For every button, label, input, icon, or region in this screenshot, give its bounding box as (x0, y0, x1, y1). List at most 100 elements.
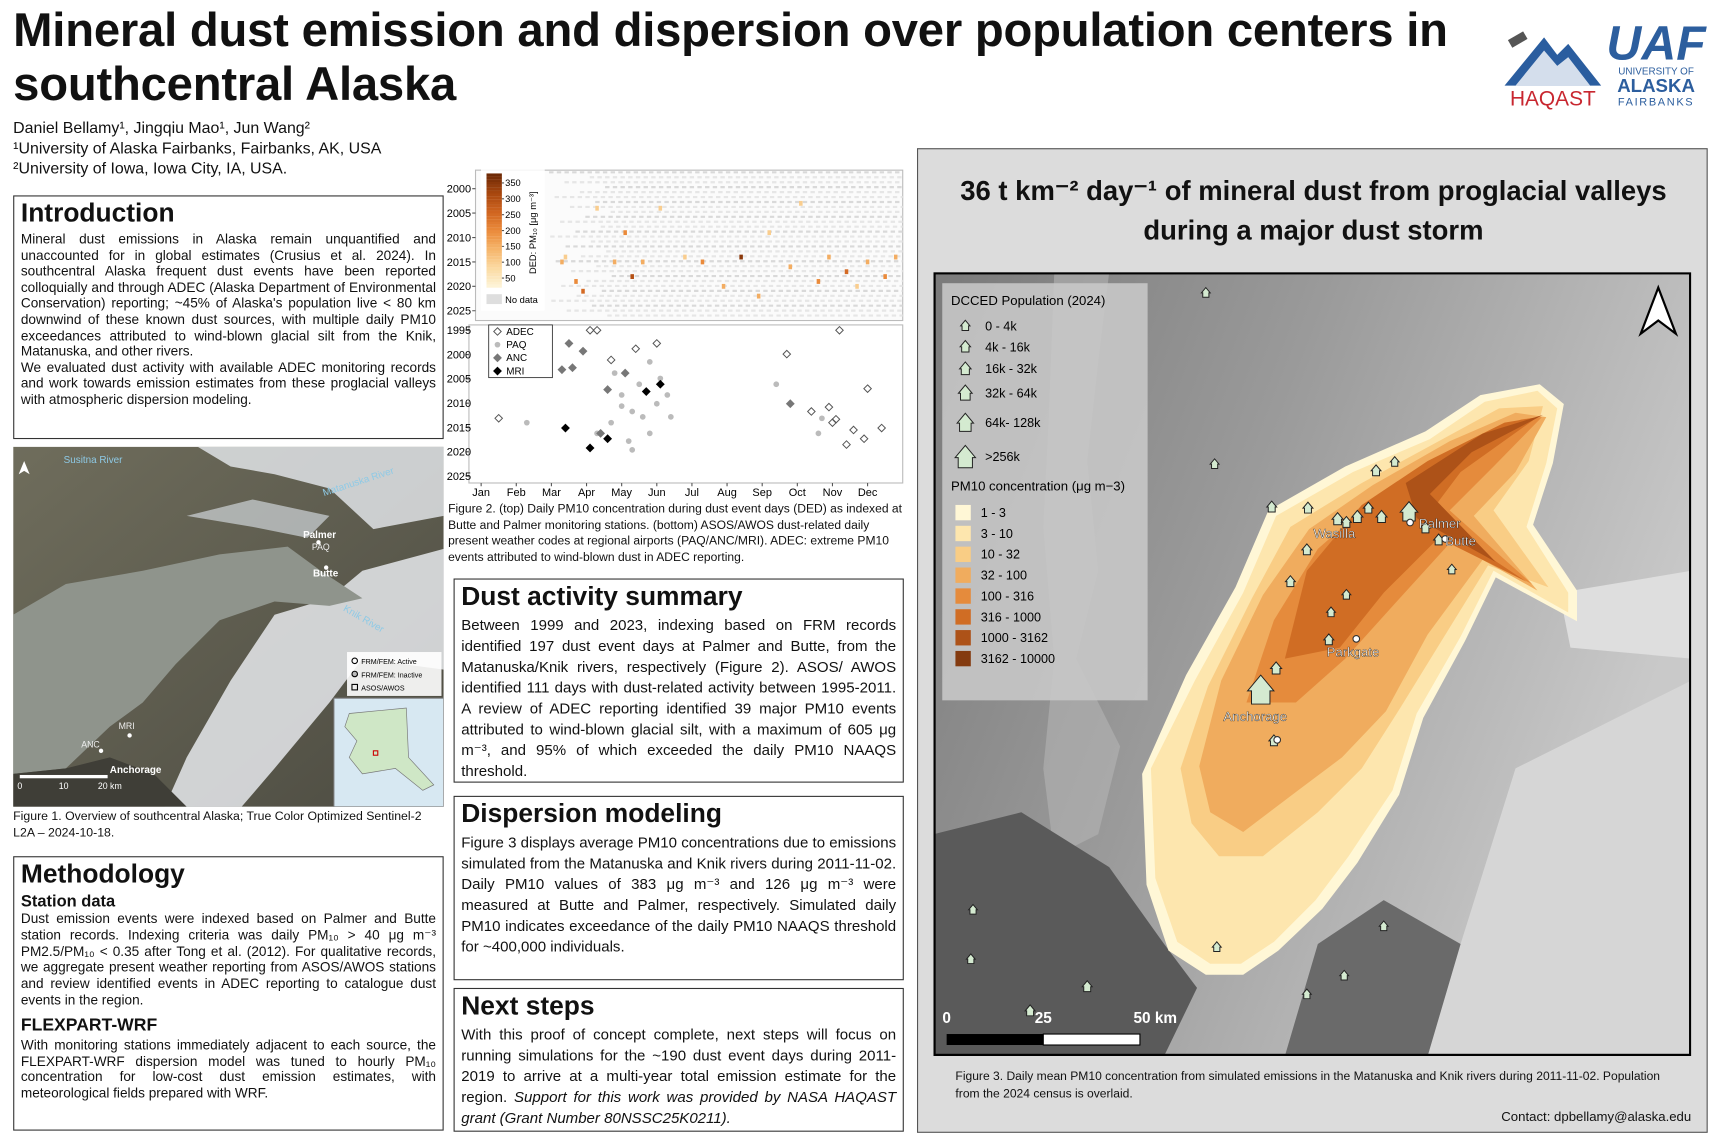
colorbar-segment (486, 267, 502, 271)
inset-alaska (344, 707, 435, 791)
scatter-point (494, 413, 504, 423)
legend-icon (956, 412, 975, 432)
methodology-box: Methodology Station data Dust emission e… (13, 856, 444, 1131)
scatter-point (664, 392, 671, 398)
figure3-title: 36 t km⁻² day⁻¹ of mineral dust from pro… (960, 175, 1667, 246)
colorbar-segment (486, 179, 502, 183)
section-heading: Introduction (20, 198, 175, 229)
scatter-point (596, 428, 606, 438)
legend-label: 64k- 128k (985, 416, 1041, 430)
colorbar-segment (486, 284, 502, 288)
scatter-point (631, 344, 641, 354)
dispersion-box: Dispersion modeling Figure 3 displays av… (453, 795, 904, 981)
legend-label: 100 - 316 (981, 589, 1034, 603)
town-icon (1211, 941, 1223, 952)
y-tick-label: 2010 (447, 398, 471, 410)
scatter-point (667, 413, 674, 420)
heatmap-cell (560, 259, 564, 265)
figure3-map: Wasilla Palmer Butte Parkgate Anchorage … (933, 272, 1692, 1056)
colorbar-segment (486, 213, 502, 217)
scatter-point (629, 447, 636, 453)
colorbar-segment (486, 244, 502, 248)
scatter-point (835, 325, 844, 335)
station (1441, 535, 1450, 543)
legend-icon (954, 444, 977, 469)
mountains (164, 548, 444, 807)
y-tick-label: 1995 (447, 325, 471, 337)
poster-title: Mineral dust emission and dispersion ove… (13, 4, 1448, 111)
x-tick-label: Jun (648, 487, 666, 499)
map-frame (933, 272, 1692, 1056)
scatter-point (625, 438, 632, 445)
scatter-point (603, 434, 613, 444)
colorbar-title: DED: PM₁₀ [μg m⁻³] (528, 191, 538, 274)
station (323, 565, 329, 570)
legend-label: 32 - 100 (981, 569, 1027, 583)
scale-bar (946, 1034, 1044, 1046)
legend-label: FRM/FEM: Inactive (361, 671, 422, 679)
figure-caption: Figure 3. Daily mean PM10 concentration … (955, 1070, 1661, 1101)
colorbar-segment (486, 176, 502, 180)
legend-label: 3162 - 10000 (981, 652, 1055, 666)
heatmap-cell (827, 254, 831, 260)
heatmap-cell (658, 205, 663, 211)
colorbar-segment (486, 204, 502, 208)
place-label: Anchorage (1223, 709, 1287, 724)
colorbar-segment (486, 190, 502, 194)
paragraph: Figure 3 displays average PM10 concentra… (461, 834, 897, 955)
colorbar-segment (486, 241, 502, 245)
scatter-point (782, 349, 792, 359)
heatmap-cell (612, 259, 617, 265)
legend-title: PM10 concentration (μg m−3) (951, 479, 1125, 494)
mountains (1427, 680, 1692, 1056)
haqast-snow (1515, 50, 1591, 86)
town-icon (1432, 533, 1445, 546)
colorbar-segment (486, 281, 502, 285)
town-icon (1338, 969, 1350, 981)
section-heading: Dust activity summary (461, 581, 743, 612)
scatter-point (618, 392, 625, 398)
colorbar-segment (486, 193, 502, 197)
paragraph: With monitoring stations immediately adj… (20, 1037, 436, 1102)
legend-label: 3 - 10 (981, 527, 1013, 541)
legend-label: 32k - 64k (985, 386, 1038, 400)
figure-caption: Figure 1. Overview of southcentral Alask… (13, 810, 422, 840)
scatter-point (653, 400, 660, 407)
legend-icon (957, 384, 974, 401)
town-icon (1374, 509, 1389, 523)
heatmap-cell (581, 288, 585, 294)
subheading: FLEXPART-WRF (20, 1016, 158, 1035)
town-icon (1446, 563, 1458, 575)
station (127, 733, 132, 738)
paragraph: Between 1999 and 2023, indexing based on… (461, 616, 897, 780)
legend-swatch (955, 588, 971, 604)
legend-label: 0 - 4k (985, 319, 1017, 333)
colorbar-label: 100 (505, 258, 521, 268)
colorbar-segment (486, 259, 502, 263)
heatmap-background (549, 171, 903, 317)
legend-swatch (955, 630, 971, 646)
colorbar-label: 200 (505, 226, 521, 236)
figure2: 2000 2005 2010 2015 2020 2025 50 100 150 200 250 30… (447, 167, 904, 499)
lowland (13, 757, 187, 807)
uaf-line: FAIRBANKS (1618, 96, 1694, 108)
map-legend (942, 283, 1148, 701)
map-label: Palmer (303, 530, 336, 541)
scatter-point (523, 419, 530, 426)
scale-bar (1042, 1033, 1141, 1046)
logos: HAQAST UAF UNIVERSITY OF ALASKA FAIRBANK… (1504, 16, 1707, 110)
station (98, 748, 104, 754)
legend-marker (494, 341, 501, 348)
next-steps-box: Next steps With this proof of concept co… (453, 987, 904, 1132)
scatter-point (557, 365, 567, 375)
text: With this proof of concept complete, nex… (461, 1026, 897, 1106)
scatter-point (646, 359, 653, 365)
town-icon (1378, 920, 1390, 932)
legend-label: ANC (506, 353, 527, 364)
heatmap-cell (788, 264, 793, 270)
scatter-point (620, 368, 630, 378)
legend-icon (959, 339, 972, 353)
legend-icon (959, 319, 972, 332)
